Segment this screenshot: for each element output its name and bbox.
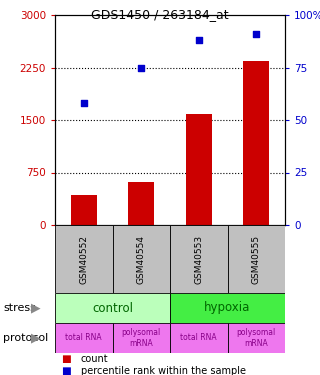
Point <box>81 100 86 106</box>
Text: control: control <box>92 302 133 315</box>
Bar <box>55 225 113 293</box>
Bar <box>170 323 228 353</box>
Text: stress: stress <box>3 303 36 313</box>
Text: total RNA: total RNA <box>180 333 217 342</box>
Bar <box>186 114 212 225</box>
Text: ■: ■ <box>61 354 71 364</box>
Text: polysomal
mRNA: polysomal mRNA <box>236 328 276 348</box>
Text: count: count <box>81 354 108 364</box>
Point <box>254 31 259 37</box>
Bar <box>228 225 285 293</box>
Text: ▶: ▶ <box>31 302 41 315</box>
Bar <box>243 60 269 225</box>
Point <box>139 64 144 70</box>
Bar <box>113 225 170 293</box>
Bar <box>55 323 113 353</box>
Text: protocol: protocol <box>3 333 48 343</box>
Text: GSM40552: GSM40552 <box>79 234 88 284</box>
Text: ■: ■ <box>61 366 71 375</box>
Text: hypoxia: hypoxia <box>204 302 251 315</box>
Text: GSM40555: GSM40555 <box>252 234 261 284</box>
Bar <box>128 182 154 225</box>
Bar <box>170 225 228 293</box>
Bar <box>55 293 170 323</box>
Text: total RNA: total RNA <box>65 333 102 342</box>
Text: GSM40554: GSM40554 <box>137 234 146 284</box>
Point <box>196 37 201 43</box>
Bar <box>71 195 97 225</box>
Text: GDS1450 / 263184_at: GDS1450 / 263184_at <box>91 8 229 21</box>
Text: ▶: ▶ <box>31 332 41 345</box>
Text: GSM40553: GSM40553 <box>194 234 203 284</box>
Bar <box>228 323 285 353</box>
Bar <box>113 323 170 353</box>
Text: percentile rank within the sample: percentile rank within the sample <box>81 366 246 375</box>
Text: polysomal
mRNA: polysomal mRNA <box>122 328 161 348</box>
Bar <box>170 293 285 323</box>
